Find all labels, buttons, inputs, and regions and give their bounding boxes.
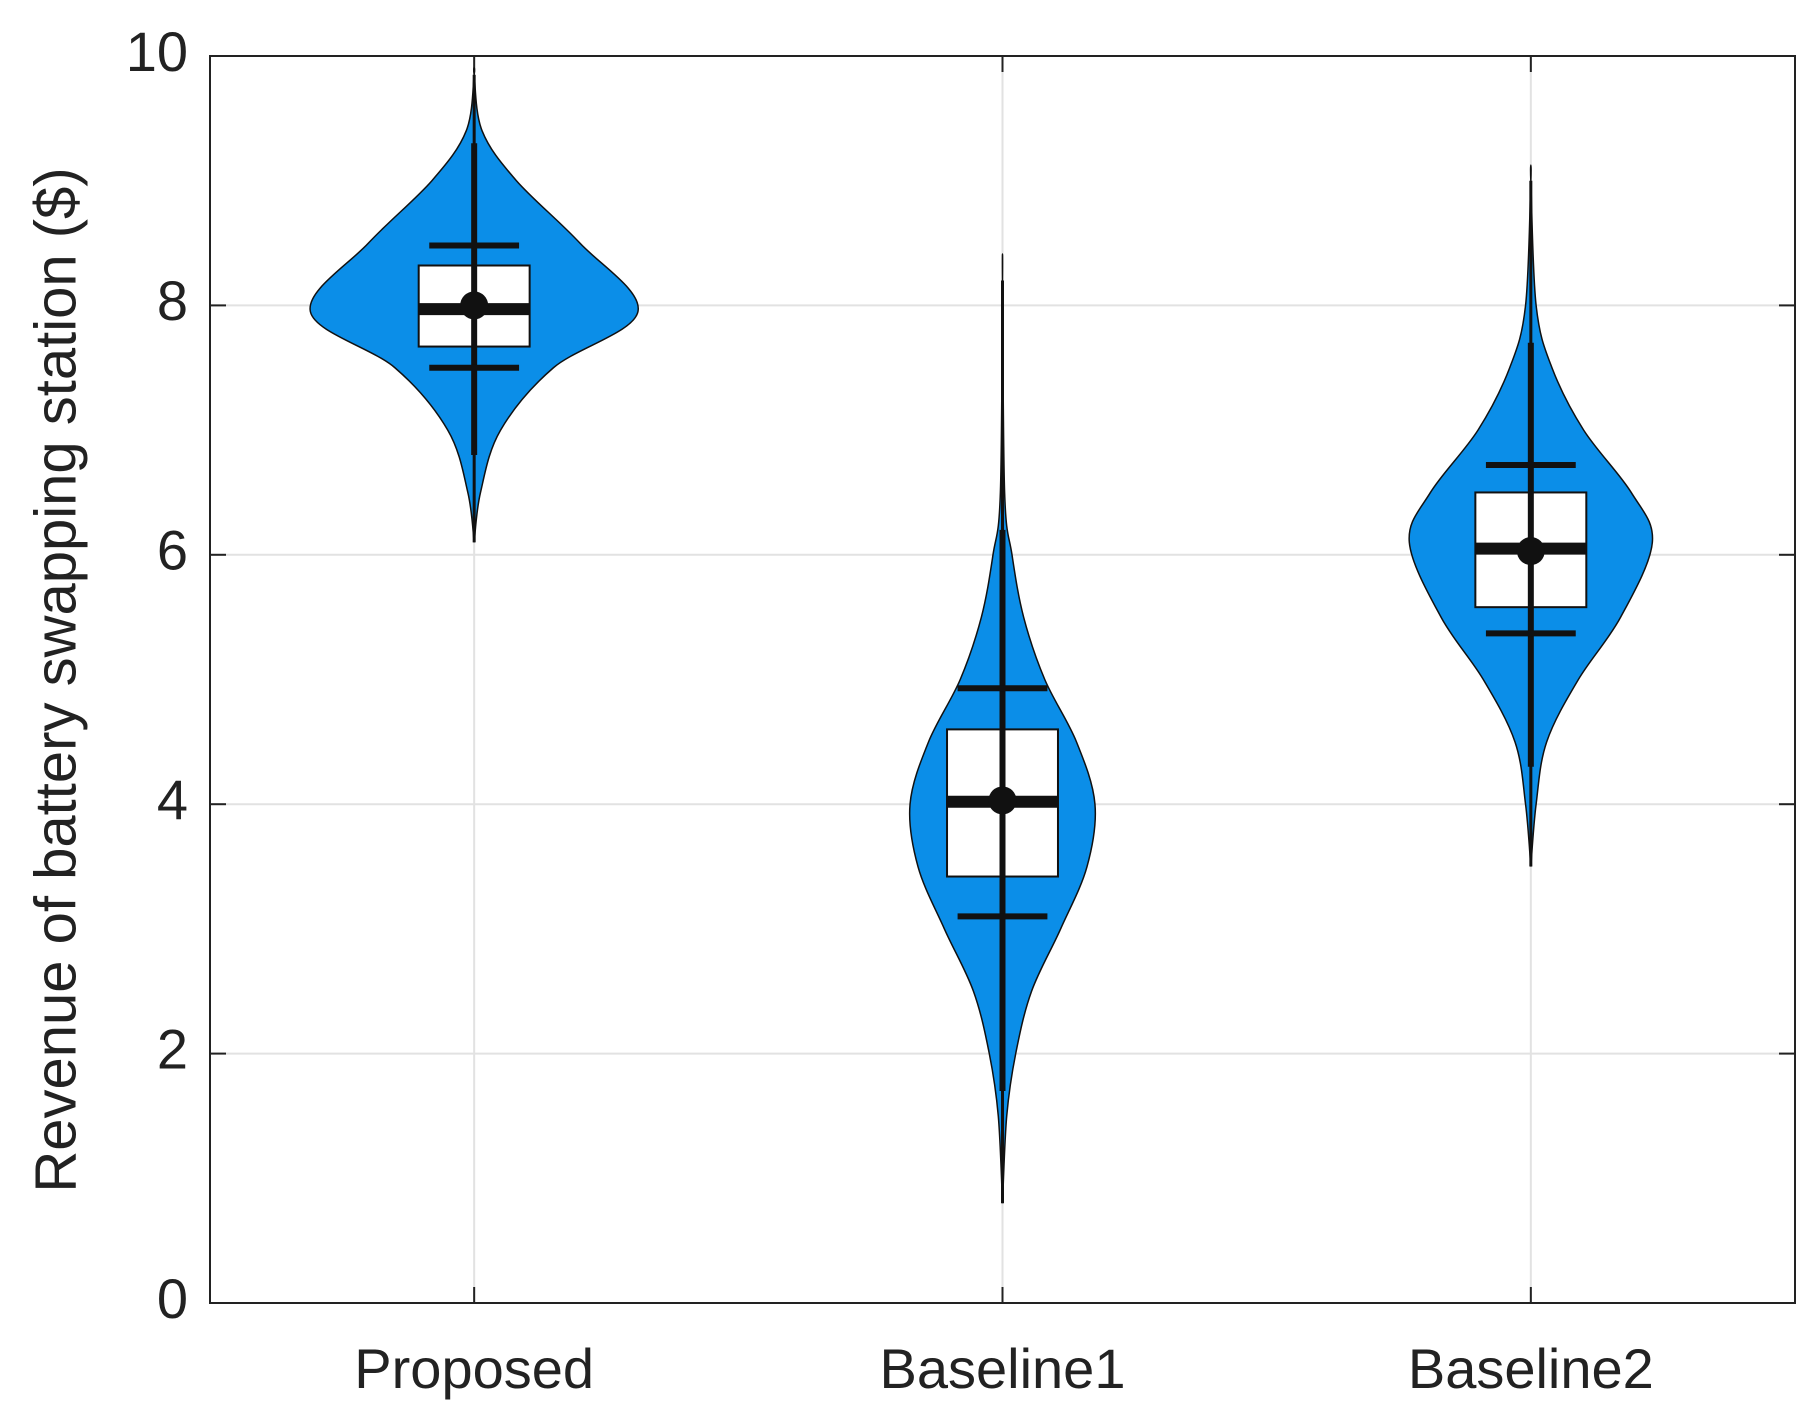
y-axis-label: Revenue of battery swapping station ($) bbox=[23, 167, 88, 1192]
mean-dot bbox=[988, 786, 1017, 815]
x-tick-label: Baseline1 bbox=[880, 1337, 1126, 1400]
y-tick-label: 6 bbox=[157, 519, 188, 582]
mean-dot bbox=[460, 291, 489, 320]
x-tick-label: Baseline2 bbox=[1408, 1337, 1654, 1400]
y-tick-label: 10 bbox=[126, 20, 188, 83]
y-tick-label: 0 bbox=[157, 1267, 188, 1330]
plot-frame bbox=[209, 55, 1796, 1304]
x-tick-label: Proposed bbox=[354, 1337, 594, 1400]
mean-dot bbox=[1516, 537, 1545, 566]
y-tick-label: 8 bbox=[157, 269, 188, 332]
y-tick-label: 4 bbox=[157, 768, 188, 831]
y-tick-label: 2 bbox=[157, 1017, 188, 1080]
